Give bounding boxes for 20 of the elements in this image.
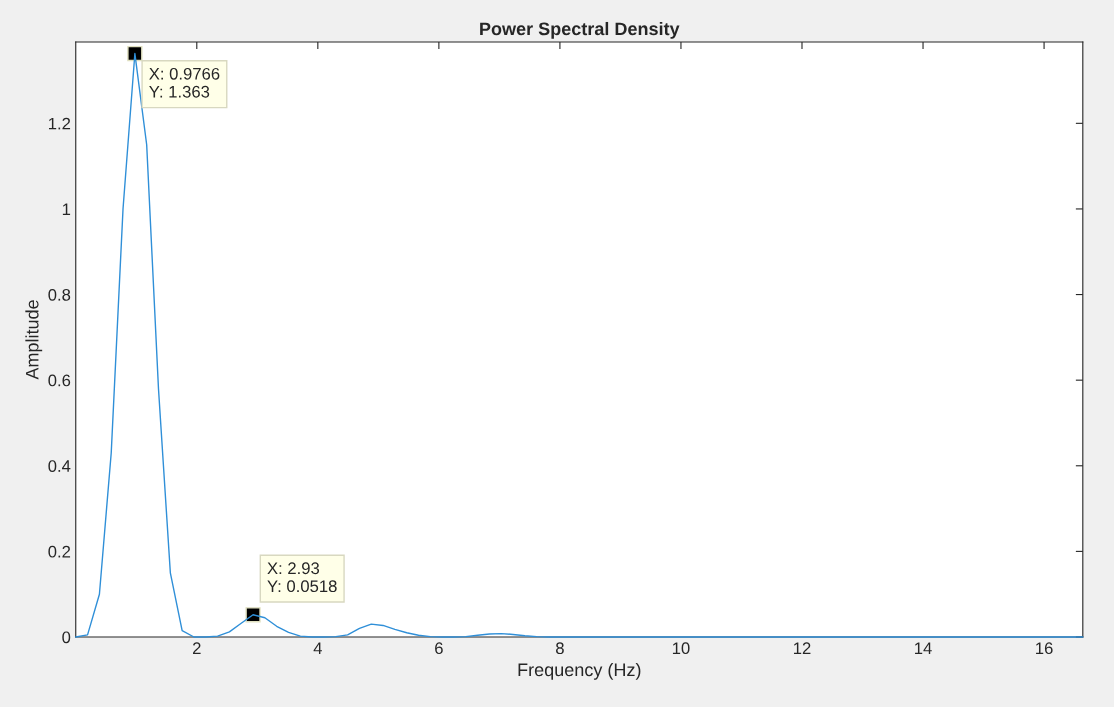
x-tick-label: 16 [1036,642,1053,655]
annotation: X: 0.9766 Y: 1.363 [149,67,220,98]
y-tick-label: 0.8 [48,288,71,301]
x-tick-label: 8 [556,642,564,655]
y-tick-label: 0.6 [48,374,71,387]
x-tick-label: 10 [672,642,690,655]
annotation: X: 2.93 Y: 0.0518 [267,562,337,593]
x-tick-label: 2 [193,642,201,654]
y-tick-label: 0.4 [48,460,71,472]
y-tick-label: 1 [62,203,71,215]
x-tick-label: 6 [435,642,443,655]
y-tick-label: 1.2 [49,117,71,130]
x-tick-label: 4 [313,642,322,654]
chart-title: Power Spectral Density [480,21,680,39]
x-tick-label: 14 [915,642,932,654]
y-tick-label: 0.2 [48,545,71,558]
y-axis-title: Amplitude [25,300,43,380]
y-tick-label: 0 [62,631,71,644]
x-tick-label: 12 [794,642,811,654]
x-axis-title: Frequency (Hz) [518,662,641,680]
